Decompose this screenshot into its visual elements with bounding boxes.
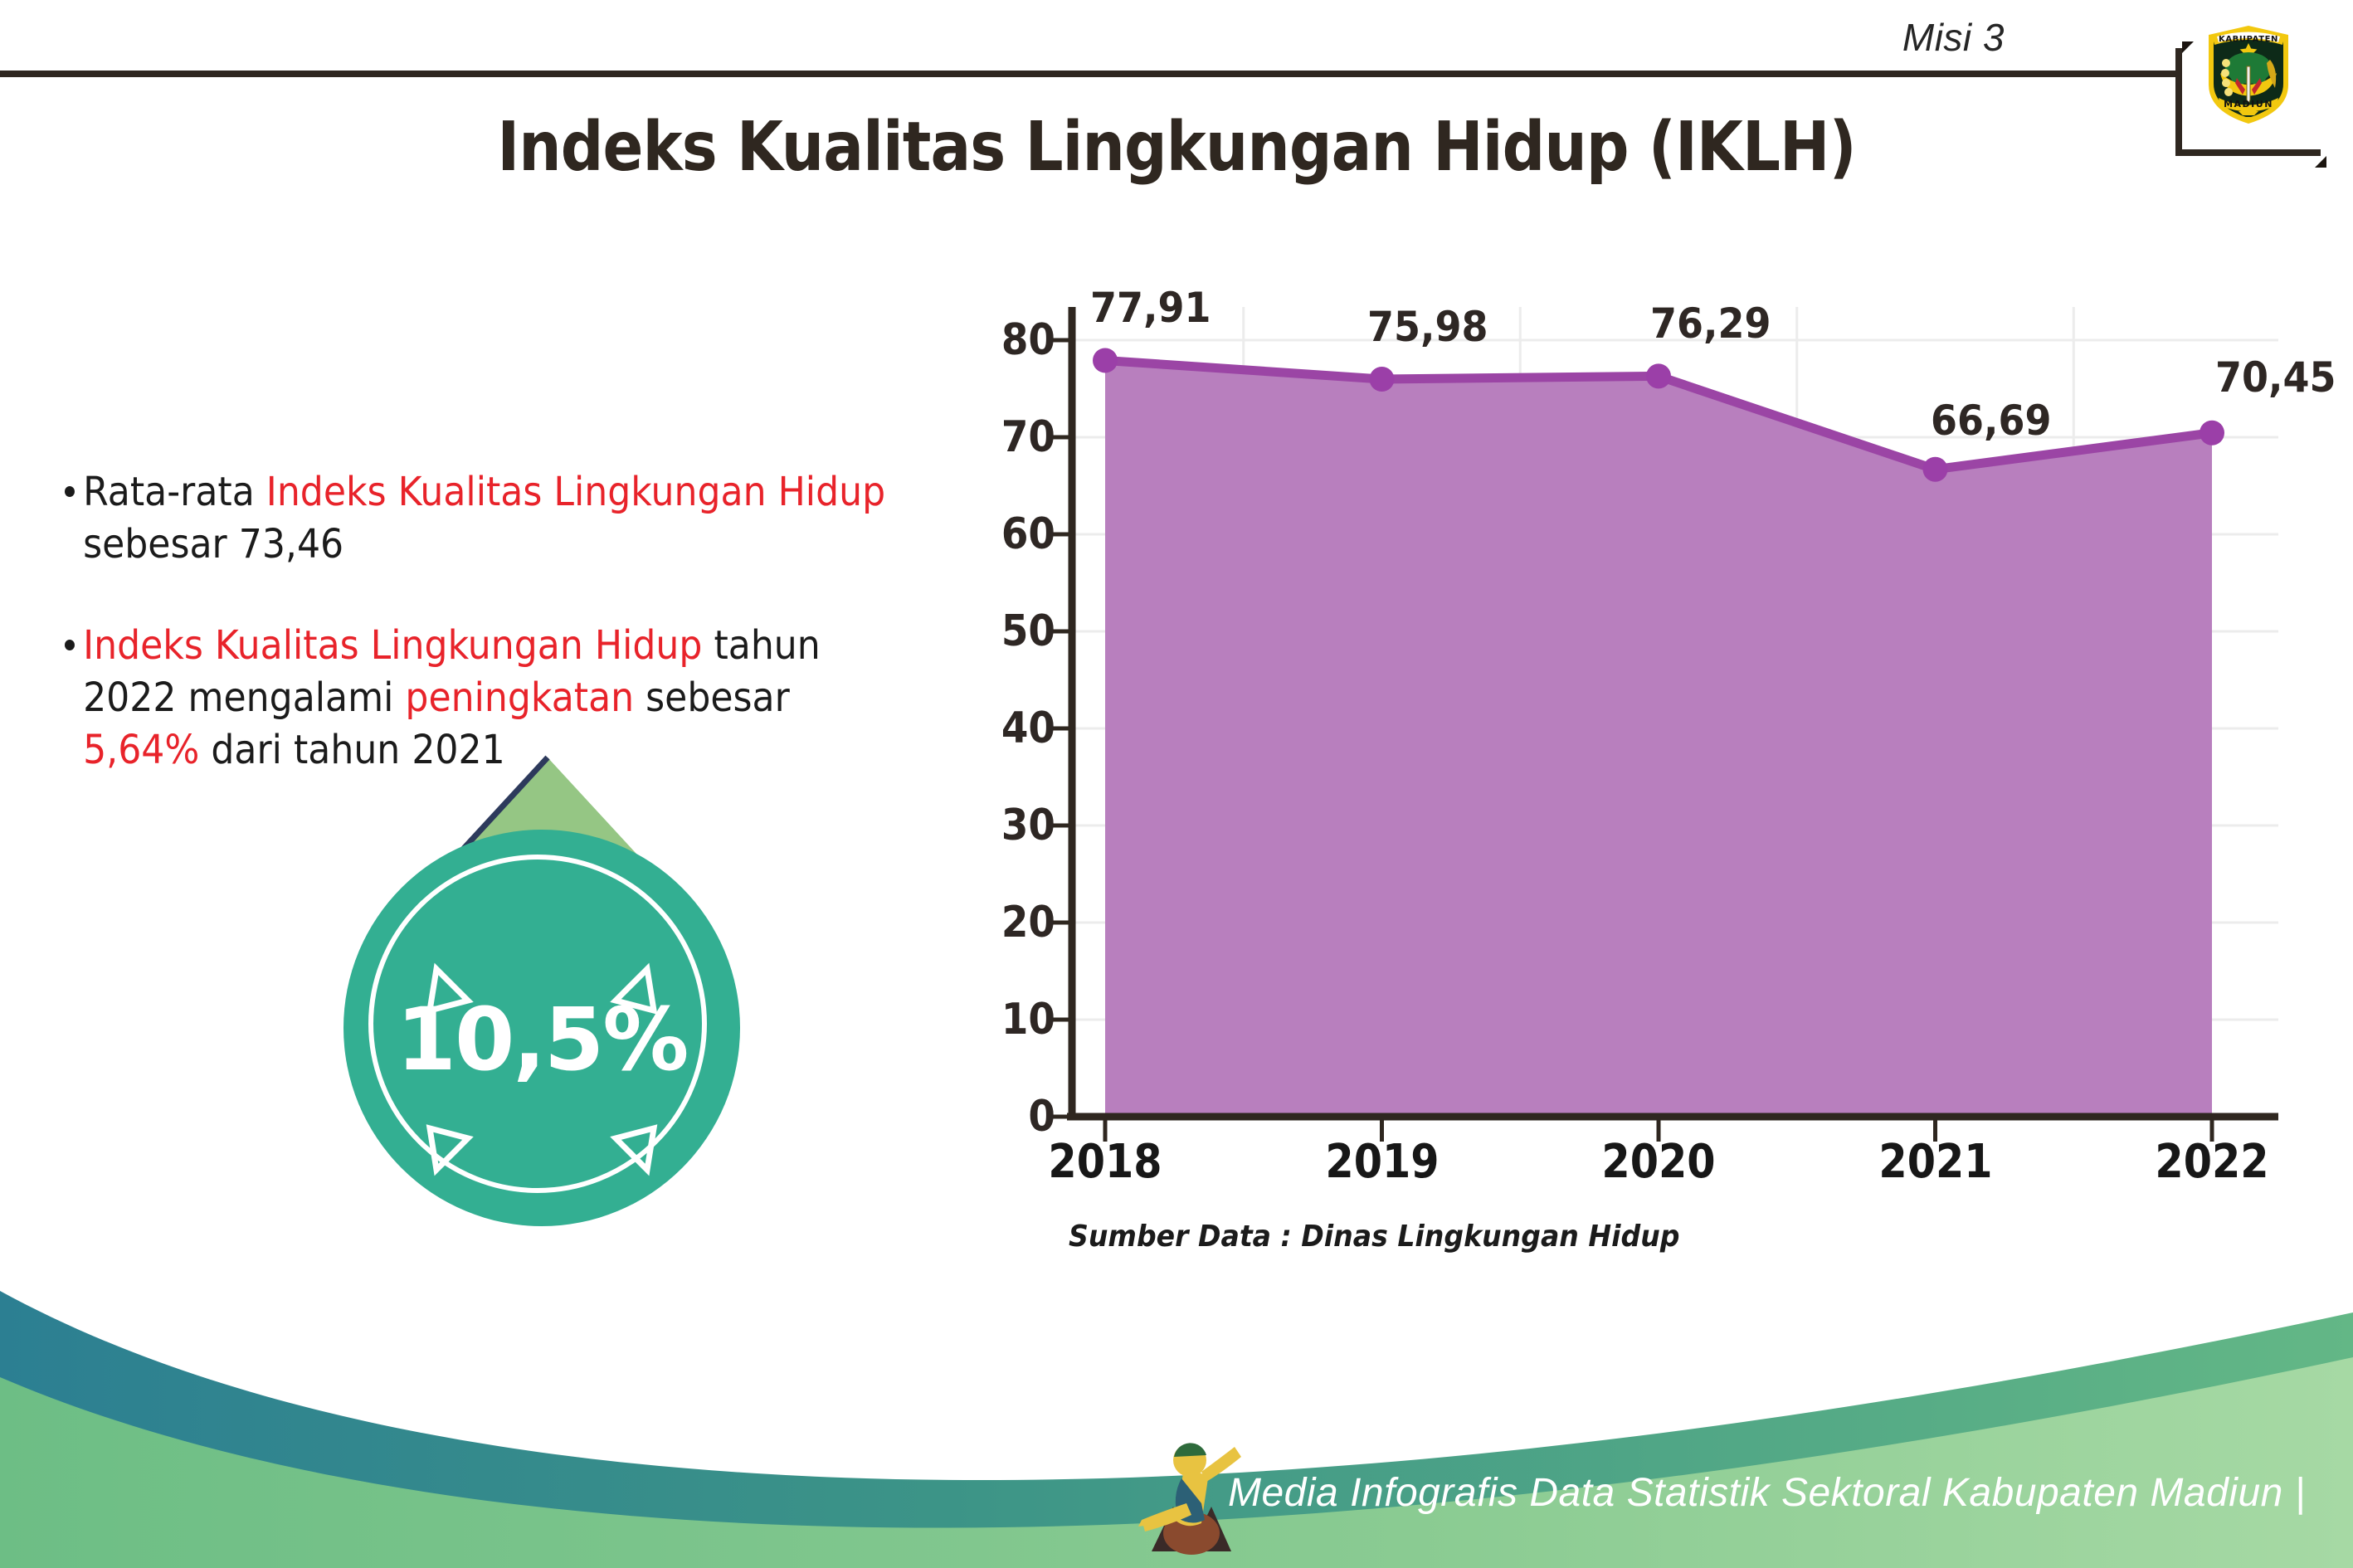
bullet-segment: Indeks Kualitas Lingkungan Hidup xyxy=(83,621,703,669)
footer-caption: Media Infografis Data Statistik Sektoral… xyxy=(1228,1471,2306,1515)
y-axis-tick-label: 40 xyxy=(1001,704,1055,753)
x-axis-tick-label: 2018 xyxy=(1048,1135,1162,1189)
y-axis-tick-label: 60 xyxy=(1001,509,1055,559)
iklh-area-chart: 0 10 20 30 40 50 60 70 80 2018 2019 2020 2021 2022 7… xyxy=(984,284,2336,1228)
badge-corner-triangles-icon xyxy=(426,962,658,1176)
data-point-marker xyxy=(1369,367,1395,392)
bullet-segment: Rata-rata xyxy=(83,469,266,515)
y-axis-ticks xyxy=(1050,338,1072,1119)
bullet-segment: dari tahun 2021 xyxy=(199,727,505,774)
bullet-dot-icon xyxy=(65,486,75,497)
bullet-list: Rata-rata Indeks Kualitas Lingkungan Hid… xyxy=(65,466,969,825)
x-axis-tick-label: 2019 xyxy=(1324,1135,1440,1189)
list-item: Rata-rata Indeks Kualitas Lingkungan Hid… xyxy=(65,466,897,572)
data-point-label: 66,69 xyxy=(1930,396,2052,445)
data-point-marker xyxy=(2200,420,2224,446)
bullet-segment: 5,64% xyxy=(83,727,200,774)
y-axis-tick-label: 80 xyxy=(1001,315,1055,365)
data-point-marker xyxy=(1646,363,1671,389)
bullet-segment: sebesar 73,46 xyxy=(83,521,344,568)
data-point-label: 70,45 xyxy=(2215,353,2336,402)
x-axis-tick-label: 2022 xyxy=(2155,1135,2269,1189)
page-title: Indeks Kualitas Lingkungan Hidup (IKLH) xyxy=(497,108,1856,187)
header-corner-shadow-top xyxy=(2182,41,2194,53)
chart-source-note: Sumber Data : Dinas Lingkungan Hidup xyxy=(1069,1220,1680,1254)
data-point-marker xyxy=(1093,348,1118,373)
y-axis-tick-label: 10 xyxy=(1001,995,1055,1045)
svg-text:MADIUN: MADIUN xyxy=(2224,99,2273,110)
y-axis-tick-label: 0 xyxy=(1028,1092,1055,1142)
y-axis-tick-label: 20 xyxy=(1001,898,1055,947)
y-axis-tick-label: 30 xyxy=(1001,801,1055,850)
badge-inner-ring xyxy=(368,855,707,1193)
bullet-text: Indeks Kualitas Lingkungan Hidup tahun 2… xyxy=(65,620,897,777)
data-point-markers xyxy=(1093,348,2224,482)
data-point-label: 76,29 xyxy=(1650,299,1771,348)
y-axis-tick-label: 50 xyxy=(1001,606,1055,656)
increase-badge: 10,5% xyxy=(330,751,762,1226)
data-point-label: 75,98 xyxy=(1366,303,1488,352)
list-item: Indeks Kualitas Lingkungan Hidup tahun 2… xyxy=(65,620,897,777)
footer-wave xyxy=(0,1291,2353,1568)
data-point-marker xyxy=(1922,456,1948,482)
header-corner-shadow-bottom xyxy=(2315,156,2326,168)
kabupaten-madiun-emblem-icon: KABUPATEN MADIUN xyxy=(2209,26,2288,124)
bullet-segment: peningkatan xyxy=(405,674,635,722)
data-point-label: 77,91 xyxy=(1090,284,1211,333)
x-axis-ticks xyxy=(1103,1117,2214,1142)
bullet-segment: Indeks Kualitas Lingkungan Hidup xyxy=(266,469,886,515)
bullet-text: Rata-rata Indeks Kualitas Lingkungan Hid… xyxy=(65,466,897,572)
x-axis-tick-label: 2020 xyxy=(1601,1135,1716,1189)
chart-plot xyxy=(1050,307,2278,1142)
svg-text:KABUPATEN: KABUPATEN xyxy=(2219,35,2278,44)
y-axis-tick-label: 70 xyxy=(1001,412,1055,462)
x-axis-tick-label: 2021 xyxy=(1878,1135,1993,1189)
badge-value: 10,5% xyxy=(396,989,689,1090)
header-rule xyxy=(0,71,2182,77)
area-series-fill xyxy=(1105,360,2212,1117)
bullet-segment: tahun 2022 mengalami xyxy=(83,621,821,722)
bullet-segment: sebesar xyxy=(634,674,790,722)
bullet-dot-icon xyxy=(65,639,75,650)
header-rule-vertical-stub xyxy=(2175,48,2182,156)
statistik-person-icon xyxy=(1138,1443,1241,1555)
header-rule-bottom-stub xyxy=(2175,149,2321,156)
misi-label: Misi 3 xyxy=(1902,16,2005,59)
